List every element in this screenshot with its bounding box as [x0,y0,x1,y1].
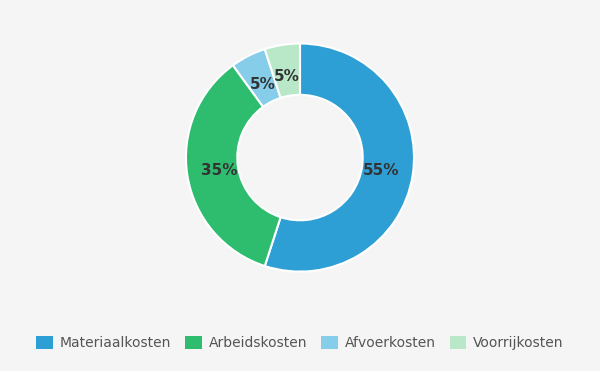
Wedge shape [186,65,281,266]
Wedge shape [265,43,300,98]
Text: 55%: 55% [363,163,400,178]
Text: 35%: 35% [200,163,237,178]
Legend: Materiaalkosten, Arbeidskosten, Afvoerkosten, Voorrijkosten: Materiaalkosten, Arbeidskosten, Afvoerko… [31,331,569,356]
Wedge shape [265,43,414,272]
Text: 5%: 5% [250,77,275,92]
Wedge shape [233,49,281,107]
Text: 5%: 5% [274,69,300,84]
